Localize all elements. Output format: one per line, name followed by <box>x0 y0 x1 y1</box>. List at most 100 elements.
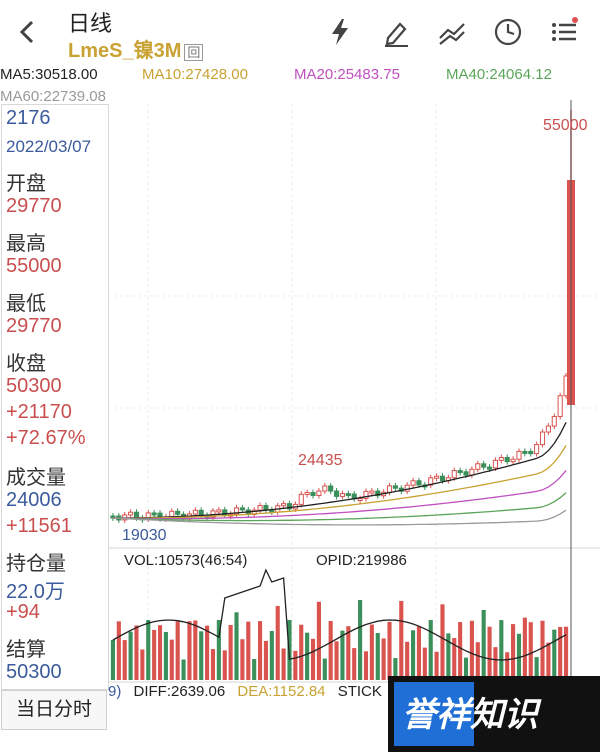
vol-label: VOL:10573(46:54) <box>124 552 248 569</box>
candle-body <box>298 493 304 505</box>
volume-bar <box>475 642 480 680</box>
candle-body <box>175 510 181 515</box>
volume-bar <box>399 600 404 680</box>
volume-bar <box>252 659 257 680</box>
volume-bar <box>234 612 239 680</box>
volume-bar <box>334 641 339 680</box>
candle-body <box>198 509 204 516</box>
volume-bar <box>505 652 510 680</box>
volume-bar <box>434 651 439 680</box>
volume-bar <box>110 640 116 680</box>
volume-bar <box>240 639 245 680</box>
volume-bar <box>481 609 486 680</box>
candle-body <box>545 425 551 433</box>
volume-bar <box>416 626 422 680</box>
mid-price-marker: 24435 <box>298 452 343 469</box>
candle-body <box>510 458 516 463</box>
candle-body <box>439 475 446 482</box>
candle-body <box>557 395 563 417</box>
volume-bar <box>134 625 139 680</box>
settle-value: 50300 <box>6 661 62 683</box>
candle-body <box>357 498 363 502</box>
pen-icon[interactable] <box>380 16 412 48</box>
candle-body <box>551 415 557 427</box>
candle-body <box>263 504 269 511</box>
candle-body <box>522 450 528 454</box>
watermark-logo: 誉祥知识 <box>388 676 600 752</box>
candle-body <box>481 463 487 468</box>
volume-bar <box>122 640 127 680</box>
volume-bar <box>146 620 151 680</box>
candle-body <box>369 490 375 494</box>
volume-bar <box>187 621 192 680</box>
candle-body <box>192 509 198 515</box>
volume-bar <box>469 620 474 680</box>
volume-bar <box>405 641 410 680</box>
candle-body <box>363 490 369 500</box>
volume-bar <box>257 621 263 680</box>
macd-legend: 9) DIFF:2639.06 DEA:1152.84 STICK <box>108 683 382 700</box>
macd-diff: DIFF:2639.06 <box>133 683 226 700</box>
volume-bar <box>558 626 563 680</box>
open-interest-label: 持仓量 <box>6 553 66 575</box>
volume-bar <box>428 620 433 680</box>
candle-body <box>428 477 434 486</box>
close-value: 50300 <box>6 375 62 397</box>
ma40-label: MA40:24064.12 <box>446 66 552 83</box>
clock-icon[interactable] <box>492 16 524 48</box>
volume-bar <box>363 651 369 680</box>
volume-bar <box>169 639 174 680</box>
candle-body <box>316 490 322 497</box>
volume-bar <box>528 622 533 680</box>
lightning-icon[interactable] <box>324 16 356 48</box>
open-interest-value: 22.0万 <box>6 581 65 603</box>
candle-body <box>528 450 534 455</box>
volume-bar <box>522 617 527 680</box>
volume-bar <box>157 625 163 680</box>
ma10-label: MA10:27428.00 <box>142 66 248 83</box>
volume-bar <box>463 657 469 680</box>
trend-lines-icon[interactable] <box>436 16 468 48</box>
volume-bar <box>193 620 198 680</box>
menu-list-icon[interactable] <box>548 16 580 48</box>
candle-body <box>375 490 381 497</box>
volume-bar <box>205 625 210 680</box>
volume-bar <box>299 624 304 680</box>
volume-bar <box>381 638 386 680</box>
macd-dea: DEA:1152.84 <box>237 683 326 700</box>
candle-body <box>451 470 457 479</box>
symbol-name: LmeS_镍3M <box>68 40 182 62</box>
candle-body <box>392 485 398 489</box>
volume-bar <box>563 626 569 680</box>
change-percent: +72.67% <box>6 427 86 449</box>
volume-bar <box>493 647 498 680</box>
ma60-label: MA60:22739.08 <box>0 88 106 105</box>
symbol-title: LmeS_镍3M 回 <box>68 34 204 63</box>
back-arrow-icon[interactable] <box>12 14 42 50</box>
symbol-tag: 回 <box>184 44 204 61</box>
candle-body <box>492 459 499 469</box>
bar-date: 2022/03/07 <box>6 137 92 156</box>
bar-index: 2176 <box>6 107 51 129</box>
volume-bar <box>310 638 316 680</box>
volume-bar <box>346 626 351 680</box>
volume-change: +11561 <box>6 515 72 537</box>
volume-bar <box>322 658 327 680</box>
ma20-line <box>112 469 567 520</box>
intraday-button[interactable]: 当日分时 <box>1 690 107 730</box>
volume-bar <box>246 621 251 680</box>
volume-bar <box>458 622 463 680</box>
volume-bar <box>275 605 280 680</box>
volume-bar <box>552 629 557 680</box>
low-price-marker: 19030 <box>122 527 167 544</box>
watermark-text: 誉祥知识 <box>402 696 542 734</box>
candle-body <box>216 509 222 513</box>
ma60-line <box>112 509 567 526</box>
open-label: 开盘 <box>6 173 46 195</box>
candle-body <box>416 480 422 486</box>
volume-bar <box>116 621 121 680</box>
volume-bar <box>269 630 274 680</box>
volume-bar <box>499 620 504 680</box>
volume-bar <box>328 621 333 680</box>
